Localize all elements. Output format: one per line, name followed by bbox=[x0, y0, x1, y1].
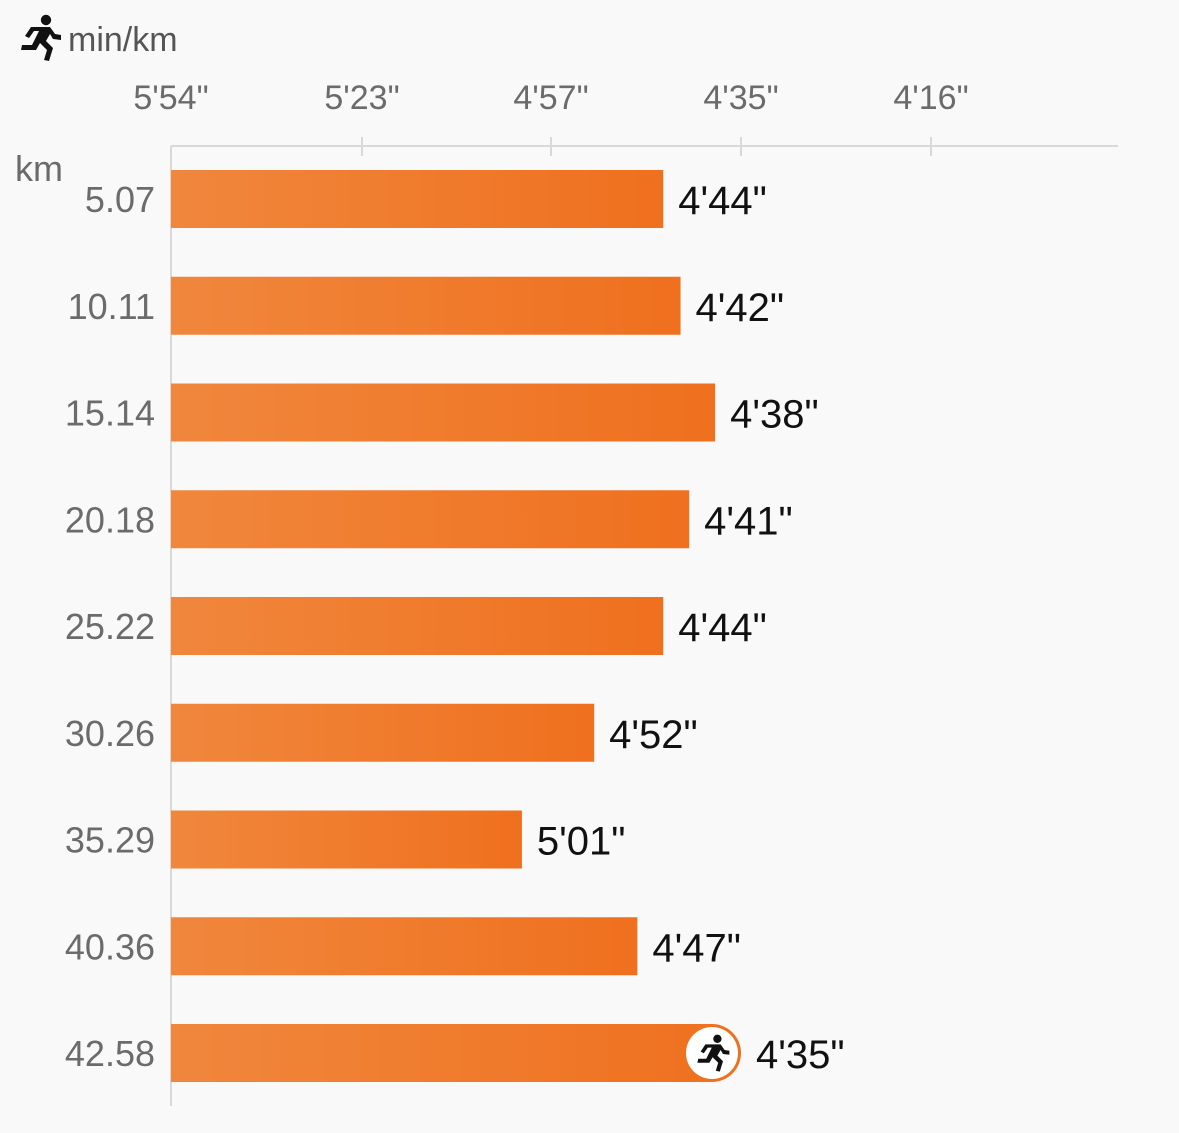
value-label: 4'47" bbox=[652, 926, 741, 970]
y-tick-label: 15.14 bbox=[65, 393, 155, 434]
x-tick-label: 5'23" bbox=[324, 79, 399, 117]
bar-series: 5.07 4'44" 10.11 4'42" 15.14 4'38" 20.18 4'41" 2… bbox=[65, 170, 845, 1082]
pace-unit-label: min/km bbox=[68, 21, 178, 59]
finish-runner-icon bbox=[686, 1027, 738, 1079]
x-axis-ticks: 5'54" 5'23" 4'57" 4'35" 4'16" bbox=[133, 79, 969, 156]
value-label: 5'01" bbox=[537, 820, 626, 864]
bar bbox=[171, 597, 664, 655]
bar bbox=[171, 810, 522, 869]
y-tick-label: 40.36 bbox=[65, 926, 155, 967]
x-tick-label: 4'16" bbox=[893, 79, 968, 117]
distance-unit-label: km bbox=[15, 148, 63, 189]
x-tick-label: 5'54" bbox=[133, 79, 208, 117]
y-tick-label: 5.07 bbox=[85, 179, 155, 220]
y-tick-label: 10.11 bbox=[68, 286, 155, 327]
y-tick-label: 35.29 bbox=[65, 820, 155, 861]
bar bbox=[171, 170, 664, 228]
bar bbox=[171, 1024, 741, 1082]
value-label: 4'44" bbox=[678, 179, 767, 223]
y-tick-label: 30.26 bbox=[65, 713, 155, 754]
value-label: 4'35" bbox=[756, 1033, 845, 1077]
value-label: 4'52" bbox=[609, 713, 698, 757]
x-tick-label: 4'35" bbox=[703, 79, 778, 117]
value-label: 4'38" bbox=[730, 393, 819, 437]
bar bbox=[171, 917, 638, 976]
value-label: 4'42" bbox=[696, 286, 785, 330]
runner-icon bbox=[21, 14, 61, 62]
value-label: 4'44" bbox=[678, 606, 767, 650]
bar bbox=[171, 383, 716, 442]
value-label: 4'41" bbox=[704, 499, 793, 543]
y-tick-label: 20.18 bbox=[65, 499, 155, 540]
bar bbox=[171, 276, 681, 335]
x-tick-label: 4'57" bbox=[513, 79, 588, 117]
y-tick-label: 25.22 bbox=[65, 606, 155, 647]
bar bbox=[171, 703, 595, 762]
bar bbox=[171, 490, 690, 549]
y-tick-label: 42.58 bbox=[65, 1033, 155, 1074]
